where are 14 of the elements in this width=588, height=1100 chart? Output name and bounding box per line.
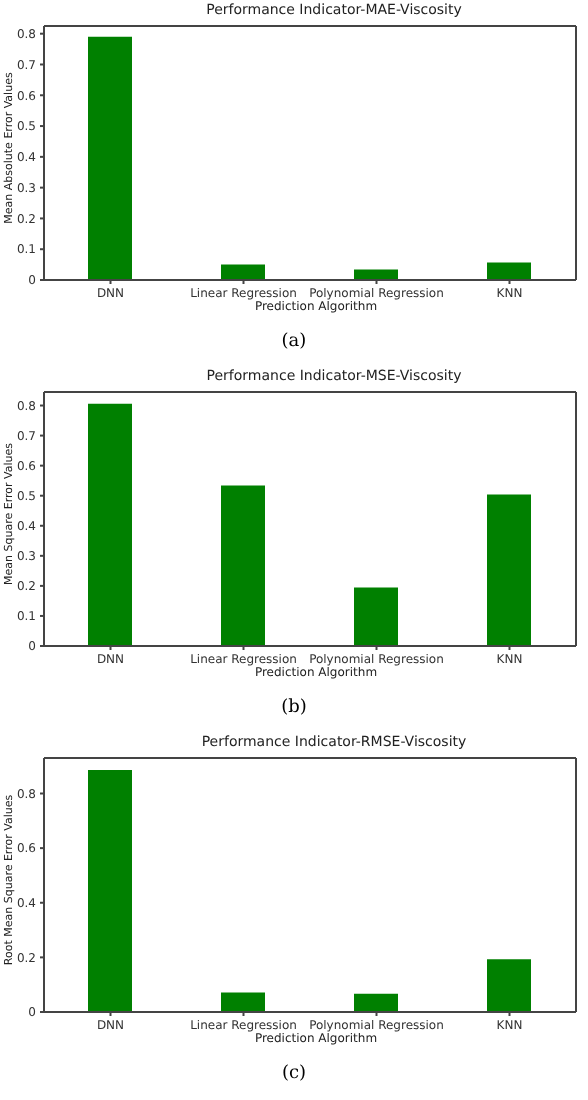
bar <box>354 587 398 646</box>
bar <box>88 770 132 1012</box>
text: (a) <box>279 332 309 352</box>
bar <box>221 264 265 280</box>
bar <box>88 403 132 646</box>
bar <box>354 993 398 1012</box>
bar <box>221 992 265 1012</box>
bar <box>487 262 531 280</box>
text: (c) <box>279 1064 309 1084</box>
text: (b) <box>279 698 309 718</box>
bar <box>487 959 531 1012</box>
bar <box>88 36 132 280</box>
bar <box>487 494 531 646</box>
bar <box>221 485 265 646</box>
